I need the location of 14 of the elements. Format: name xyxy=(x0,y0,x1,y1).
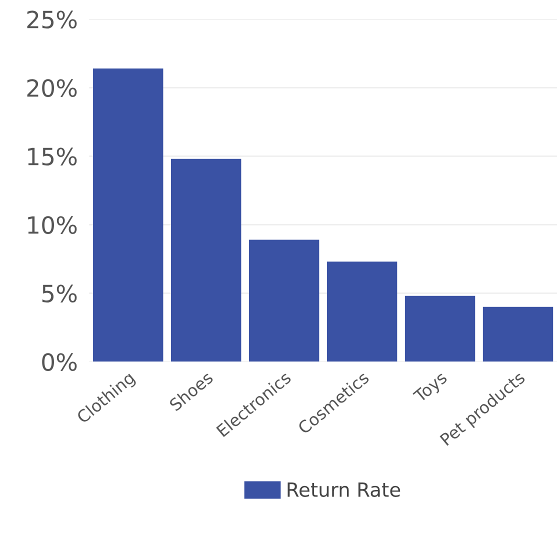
bar xyxy=(404,296,476,362)
bar xyxy=(171,158,242,362)
y-tick-label: 0% xyxy=(42,353,77,371)
y-tick-label: 20% xyxy=(27,79,77,97)
x-tick-label: Toys xyxy=(412,370,450,406)
legend-label: Return Rate xyxy=(288,482,400,497)
y-tick-label: 15% xyxy=(28,148,77,166)
bar xyxy=(248,240,320,362)
bar xyxy=(326,262,398,362)
y-tick-label: 25% xyxy=(27,10,77,28)
y-tick-label: 5% xyxy=(42,284,77,302)
bar xyxy=(482,306,554,362)
bar xyxy=(93,68,164,362)
y-tick-label: 10% xyxy=(28,216,77,234)
